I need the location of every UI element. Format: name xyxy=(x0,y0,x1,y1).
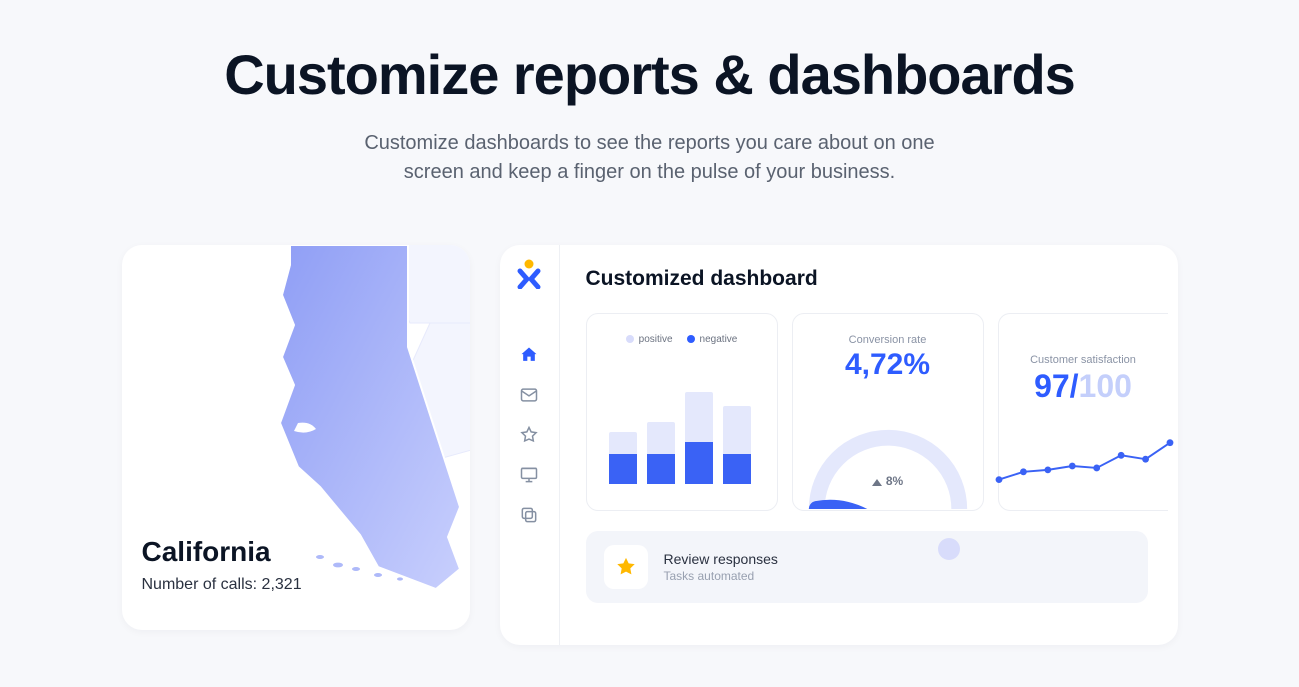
nav-home-icon[interactable] xyxy=(519,345,539,365)
bar xyxy=(647,422,675,484)
map-card: California Number of calls: 2,321 xyxy=(122,245,470,630)
nav-presentation-icon[interactable] xyxy=(519,465,539,485)
bar-chart xyxy=(609,384,757,484)
nav-copy-icon[interactable] xyxy=(519,505,539,525)
map-region-name: California xyxy=(142,536,302,568)
conversion-value: 4,72% xyxy=(793,348,983,382)
gauge-knob xyxy=(938,538,960,560)
conversion-delta: 8% xyxy=(793,474,983,488)
task-row[interactable]: Review responses Tasks automated xyxy=(586,531,1148,603)
sidebar xyxy=(500,245,560,645)
conversion-label: Conversion rate xyxy=(793,334,983,346)
nav-star-icon[interactable] xyxy=(519,425,539,445)
dashboard-title: Customized dashboard xyxy=(586,267,1178,291)
page-title: Customize reports & dashboards xyxy=(0,42,1299,107)
csat-score: 97/100 xyxy=(999,368,1168,405)
logo xyxy=(517,259,541,289)
nav-mail-icon[interactable] xyxy=(519,385,539,405)
page-subtitle: Customize dashboards to see the reports … xyxy=(0,129,1299,187)
bar-chart-legend: positive negative xyxy=(587,334,777,345)
bar xyxy=(609,432,637,484)
conversion-tile: Conversion rate 4,72% 8% xyxy=(792,313,984,511)
csat-tile: Customer satisfaction 97/100 xyxy=(998,313,1168,511)
bar xyxy=(685,392,713,484)
star-icon xyxy=(604,545,648,589)
bar xyxy=(723,406,751,484)
bar-chart-tile: positive negative xyxy=(586,313,778,511)
task-subtitle: Tasks automated xyxy=(664,569,778,583)
task-title: Review responses xyxy=(664,551,778,567)
legend-positive: positive xyxy=(626,334,673,345)
legend-negative: negative xyxy=(687,334,738,345)
dashboard-card: Customized dashboard positive negative C… xyxy=(500,245,1178,645)
csat-label: Customer satisfaction xyxy=(999,354,1168,366)
map-metric: Number of calls: 2,321 xyxy=(142,576,302,594)
conversion-gauge xyxy=(793,410,983,510)
csat-sparkline xyxy=(999,436,1170,496)
